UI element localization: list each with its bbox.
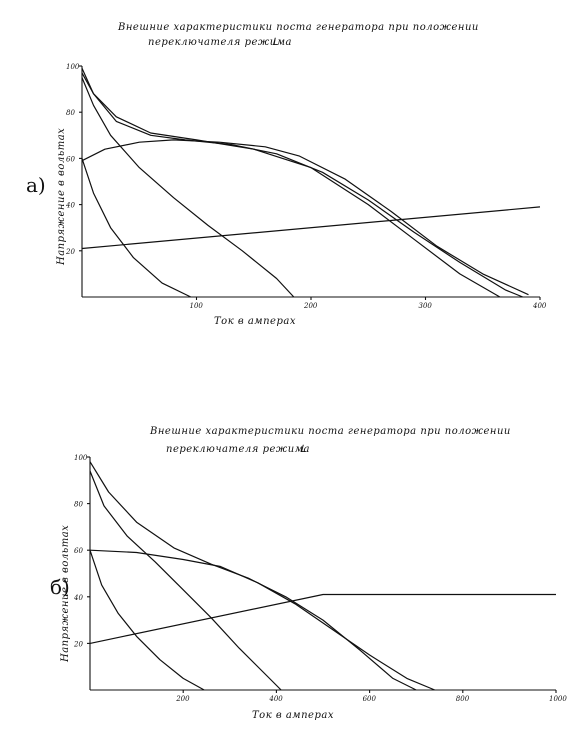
chart-b-series: [89, 461, 556, 691]
series-line-3: [89, 461, 417, 691]
chart-a-series: [81, 68, 541, 298]
series-line-1: [81, 158, 192, 298]
y-tick-label: 20: [65, 248, 75, 256]
chart-a-title-line-2: переключателя режима: [148, 37, 292, 48]
series-line-5: [89, 593, 556, 644]
y-tick-label: 100: [74, 454, 88, 462]
x-tick-label: 800: [456, 695, 470, 703]
chart-b-title-line-1: Внешние характеристики поста генератора …: [149, 426, 511, 437]
series-line-4: [81, 68, 524, 298]
y-tick-label: 80: [74, 501, 83, 509]
series-line-2: [81, 77, 295, 298]
chart-a: Внешние характеристики поста генератора …: [26, 22, 547, 327]
chart-a-x-axis-label: Ток в амперах: [214, 316, 296, 327]
chart-b-title-line-2: переключателя режима: [166, 444, 310, 455]
x-tick-label: 100: [190, 302, 204, 310]
chart-a-title-line-1: Внешние характеристики поста генератора …: [117, 22, 479, 33]
chart-b: Внешние характеристики поста генератора …: [50, 426, 567, 721]
series-line-4: [89, 549, 436, 691]
x-tick-label: 1000: [549, 695, 567, 703]
chart-a-ticks: 100 200 300 400 20 40 60 80 100: [65, 63, 547, 310]
y-tick-label: 60: [66, 155, 75, 163]
series-line-2: [89, 470, 282, 691]
y-tick-label: 60: [74, 547, 83, 555]
series-line-6: [81, 206, 541, 250]
x-tick-label: 400: [532, 302, 547, 310]
chart-b-y-axis-label: Напряжение в вольтах: [60, 525, 71, 663]
chart-b-mode-symbol: ᒪ: [300, 444, 306, 455]
x-tick-label: 600: [363, 695, 377, 703]
x-tick-label: 200: [175, 695, 190, 703]
x-tick-label: 200: [303, 302, 318, 310]
chart-a-y-axis-label: Напряжение в вольтах: [56, 128, 67, 266]
chart-b-panel-label: б): [50, 575, 70, 599]
y-tick-label: 100: [66, 63, 80, 71]
y-tick-label: 40: [65, 202, 75, 210]
y-tick-label: 20: [73, 640, 83, 648]
chart-b-ticks: 200 400 600 800 1000 20 40 60 80 100: [73, 454, 567, 703]
series-line-1: [89, 550, 205, 691]
series-line-5: [81, 139, 529, 296]
y-tick-label: 80: [66, 109, 75, 117]
x-tick-label: 300: [419, 302, 433, 310]
chart-b-x-axis-label: Ток в амперах: [252, 710, 334, 721]
series-line-3: [81, 72, 501, 298]
chart-a-mode-symbol: ᒪ: [272, 37, 278, 48]
x-tick-label: 400: [268, 695, 283, 703]
y-tick-label: 40: [73, 594, 83, 602]
chart-a-panel-label: а): [26, 173, 46, 197]
